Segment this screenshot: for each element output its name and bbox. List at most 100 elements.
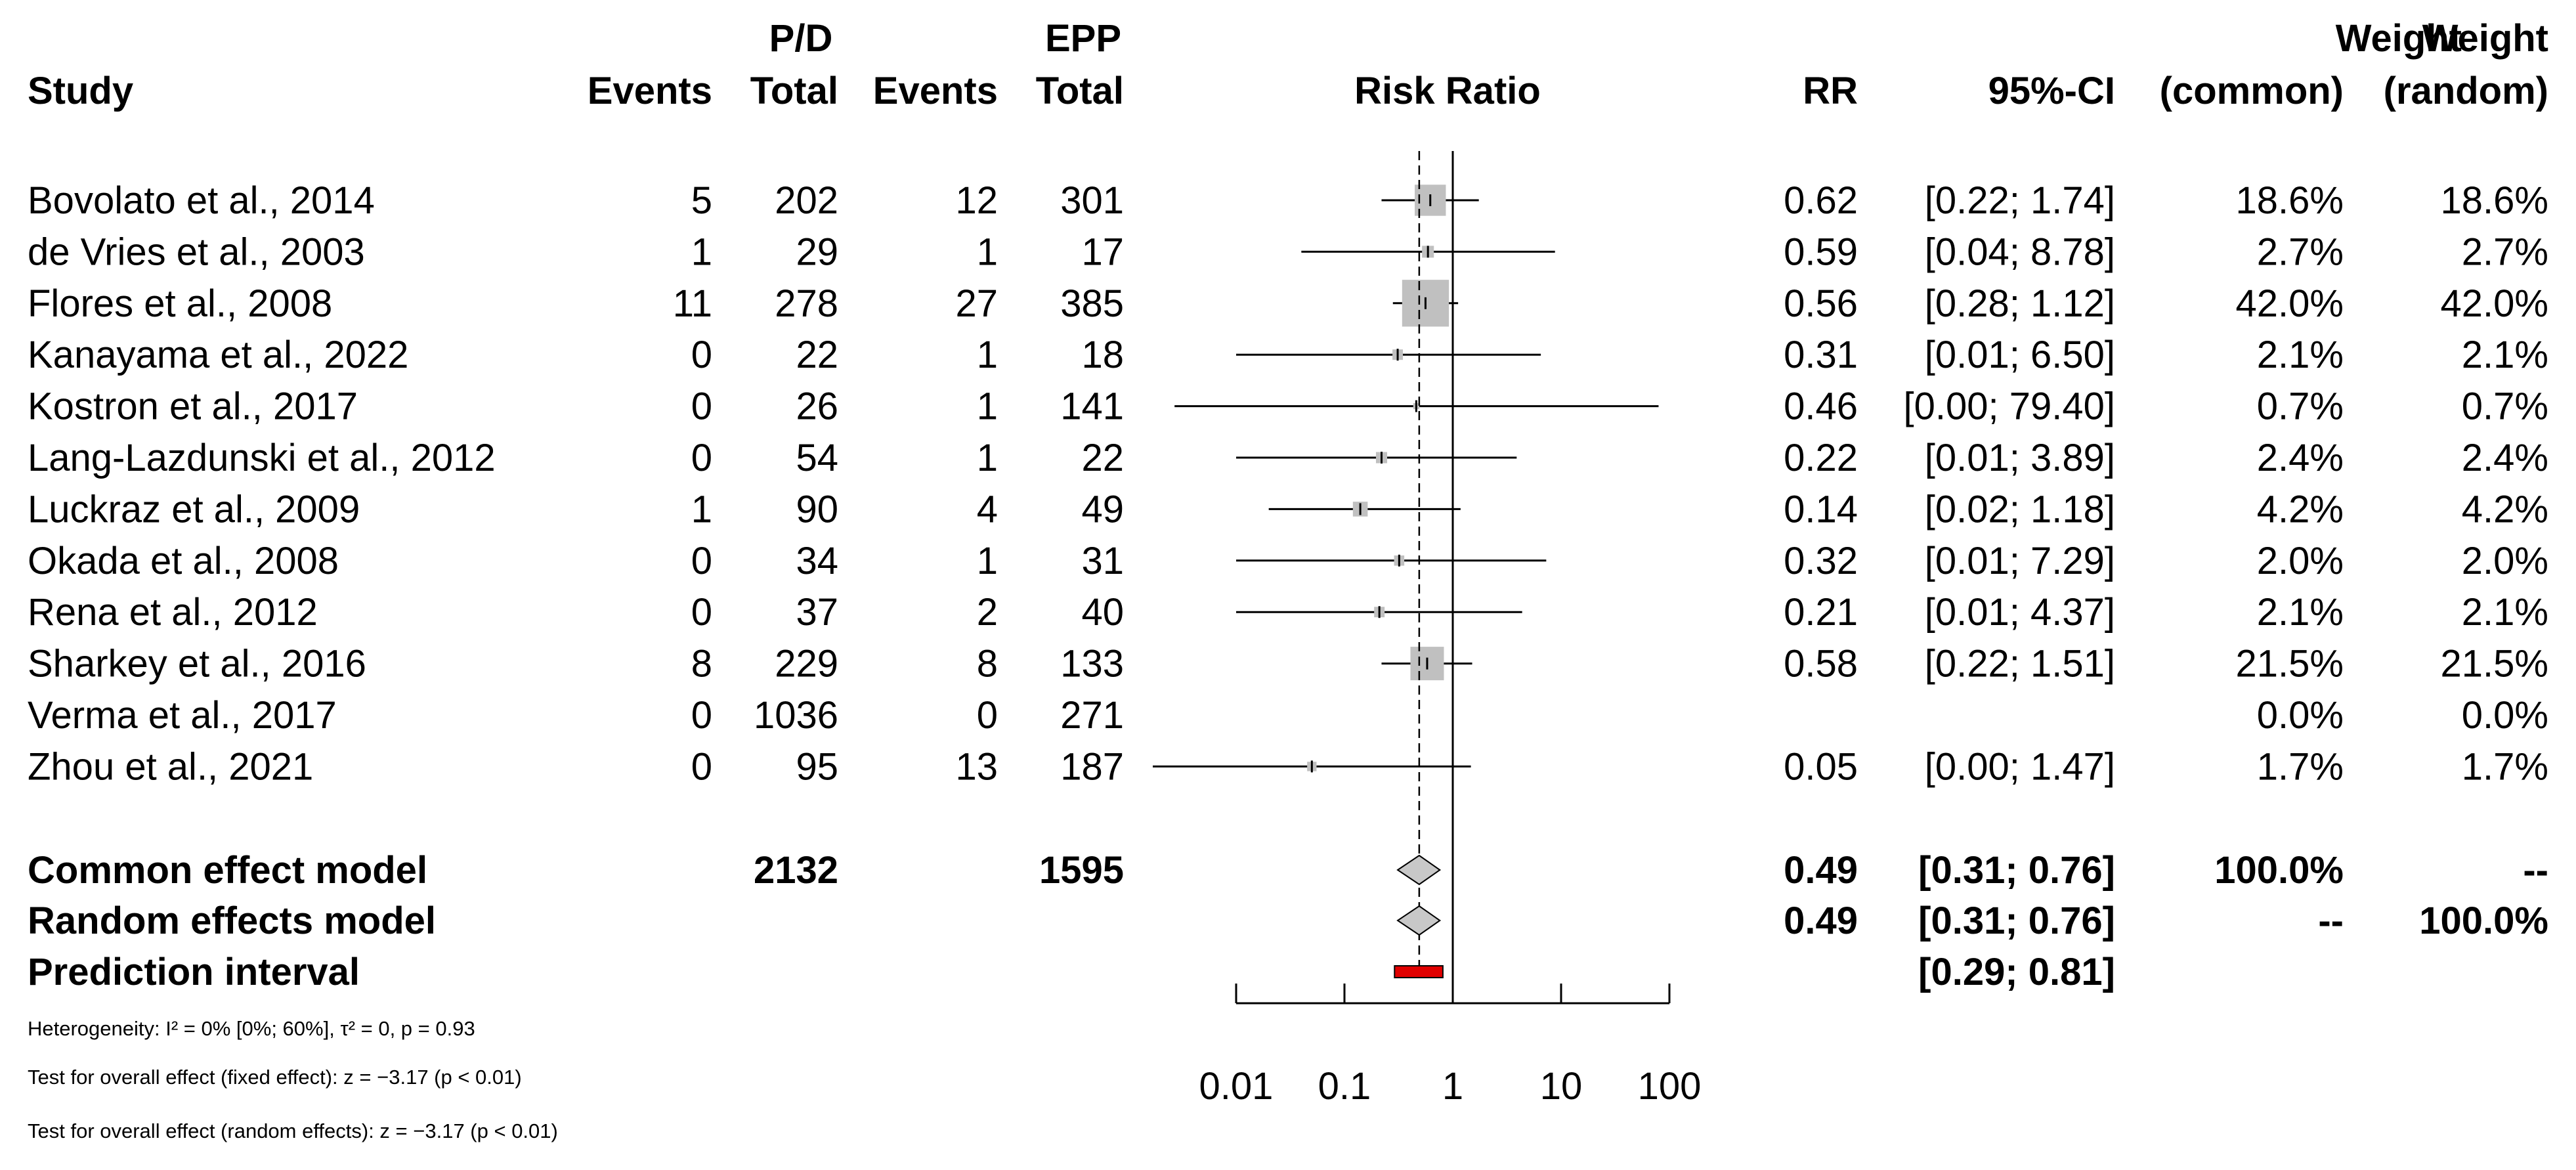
total-epp: 385 xyxy=(1060,282,1124,325)
study-row: Rena et al., 2012 0 37 2 40 0.21 [0.01; 4.37] 2… xyxy=(28,591,2548,634)
events-epp: 0 xyxy=(977,694,998,737)
common-effect-row: Common effect model 2132 1595 0.49 [0.31; 0.… xyxy=(28,849,2548,892)
events-pd: 5 xyxy=(691,179,712,222)
header-total1: Total xyxy=(750,70,838,112)
events-pd: 0 xyxy=(691,745,712,788)
total-pd: 34 xyxy=(796,540,838,582)
ci-value: [0.01; 3.89] xyxy=(1925,437,2115,479)
weight-common-value: 0.0% xyxy=(2257,694,2344,737)
weight-common-value: 2.7% xyxy=(2257,230,2344,273)
events-epp: 2 xyxy=(977,591,998,634)
random-weight-random: 100.0% xyxy=(2419,899,2548,942)
weight-random-value: 2.1% xyxy=(2462,334,2548,376)
x-axis: 0.01 0.1 1 10 100 xyxy=(1199,984,1701,1108)
weight-common-value: 0.7% xyxy=(2257,385,2344,428)
study-row: Flores et al., 2008 11 278 27 385 0.56 [0.28; … xyxy=(28,282,2548,325)
study-row: Bovolato et al., 2014 5 202 12 301 0.62 [0.22;… xyxy=(28,179,2548,222)
header-group1: P/D xyxy=(769,17,833,60)
prediction-interval-label: Prediction interval xyxy=(28,951,360,993)
rr-value: 0.05 xyxy=(1784,745,1858,788)
weight-random-value: 2.0% xyxy=(2462,540,2548,582)
rr-value: 0.46 xyxy=(1784,385,1858,428)
study-row: Zhou et al., 2021 0 95 13 187 0.05 [0.00; 1.47… xyxy=(28,745,2548,788)
study-name: Zhou et al., 2021 xyxy=(28,745,313,788)
rr-value: 0.58 xyxy=(1784,643,1858,685)
weight-common-value: 42.0% xyxy=(2236,282,2344,325)
weight-random-value: 0.7% xyxy=(2462,385,2548,428)
prediction-interval-row: Prediction interval [0.29; 0.81] xyxy=(28,951,2115,993)
events-epp: 12 xyxy=(955,179,998,222)
total-epp: 301 xyxy=(1060,179,1124,222)
total-epp: 133 xyxy=(1060,643,1124,685)
events-epp: 1 xyxy=(977,334,998,376)
study-name: Rena et al., 2012 xyxy=(28,591,318,634)
weight-random-value: 1.7% xyxy=(2462,745,2548,788)
study-name: Sharkey et al., 2016 xyxy=(28,643,366,685)
column-headers: P/D EPP Weight Weight Study Events Total… xyxy=(28,17,2548,112)
summary-rows: Common effect model 2132 1595 0.49 [0.31; 0.… xyxy=(28,849,2548,993)
total-epp: 187 xyxy=(1060,745,1124,788)
events-pd: 0 xyxy=(691,334,712,376)
common-total-pd: 2132 xyxy=(754,849,838,892)
total-pd: 37 xyxy=(796,591,838,634)
prediction-interval-bar xyxy=(1394,965,1444,978)
total-pd: 229 xyxy=(775,643,838,685)
total-epp: 49 xyxy=(1081,488,1124,531)
ci-value: [0.01; 7.29] xyxy=(1925,540,2115,582)
common-total-epp: 1595 xyxy=(1039,849,1124,892)
weight-random-value: 42.0% xyxy=(2441,282,2548,325)
ci-value: [0.00; 1.47] xyxy=(1925,745,2115,788)
prediction-interval-ci: [0.29; 0.81] xyxy=(1918,951,2115,993)
total-epp: 141 xyxy=(1060,385,1124,428)
study-name: Lang-Lazdunski et al., 2012 xyxy=(28,437,496,479)
total-epp: 17 xyxy=(1081,230,1124,273)
random-rr: 0.49 xyxy=(1784,899,1858,942)
events-epp: 1 xyxy=(977,540,998,582)
common-ci: [0.31; 0.76] xyxy=(1918,849,2115,892)
events-epp: 27 xyxy=(955,282,998,325)
random-effects-diamond xyxy=(1396,905,1442,936)
header-ci: 95%-CI xyxy=(1988,70,2115,112)
header-weight-random: Weight xyxy=(2422,17,2548,60)
study-name: Luckraz et al., 2009 xyxy=(28,488,360,531)
ci-value: [0.22; 1.51] xyxy=(1925,643,2115,685)
header-events2: Events xyxy=(873,70,998,112)
events-pd: 0 xyxy=(691,437,712,479)
rr-value: 0.14 xyxy=(1784,488,1858,531)
weight-common-value: 1.7% xyxy=(2257,745,2344,788)
events-epp: 13 xyxy=(955,745,998,788)
ci-value: [0.28; 1.12] xyxy=(1925,282,2115,325)
header-weight-common-sub: (common) xyxy=(2160,70,2344,112)
header-weight-random-sub: (random) xyxy=(2384,70,2548,112)
weight-random-value: 0.0% xyxy=(2462,694,2548,737)
study-row: de Vries et al., 2003 1 29 1 17 0.59 [0.04; 8.… xyxy=(28,230,2548,273)
rr-value: 0.62 xyxy=(1784,179,1858,222)
total-epp: 40 xyxy=(1081,591,1124,634)
ci-value: [0.22; 1.74] xyxy=(1925,179,2115,222)
heterogeneity-note: Heterogeneity: I² = 0% [0%; 60%], τ² = 0… xyxy=(28,1017,475,1040)
events-pd: 0 xyxy=(691,591,712,634)
random-effects-label: Random effects model xyxy=(28,899,436,942)
common-effect-label: Common effect model xyxy=(28,849,427,892)
total-pd: 22 xyxy=(796,334,838,376)
x-tick-label: 0.01 xyxy=(1199,1065,1274,1108)
rr-value: 0.59 xyxy=(1784,230,1858,273)
ci-value: [0.01; 6.50] xyxy=(1925,334,2115,376)
weight-common-value: 4.2% xyxy=(2257,488,2344,531)
total-pd: 278 xyxy=(775,282,838,325)
common-weight-common: 100.0% xyxy=(2214,849,2344,892)
study-row: Lang-Lazdunski et al., 2012 0 54 1 22 0.22 [0.… xyxy=(28,437,2548,479)
weight-common-value: 2.4% xyxy=(2257,437,2344,479)
events-epp: 1 xyxy=(977,230,998,273)
header-events1: Events xyxy=(588,70,712,112)
events-epp: 8 xyxy=(977,643,998,685)
weight-random-value: 2.1% xyxy=(2462,591,2548,634)
weight-random-value: 18.6% xyxy=(2441,179,2548,222)
study-name: Okada et al., 2008 xyxy=(28,540,339,582)
header-group2: EPP xyxy=(1045,17,1121,60)
study-name: Verma et al., 2017 xyxy=(28,694,337,737)
fixed-effect-test-note: Test for overall effect (fixed effect): … xyxy=(28,1066,522,1089)
header-total2: Total xyxy=(1036,70,1124,112)
header-rr: RR xyxy=(1803,70,1858,112)
